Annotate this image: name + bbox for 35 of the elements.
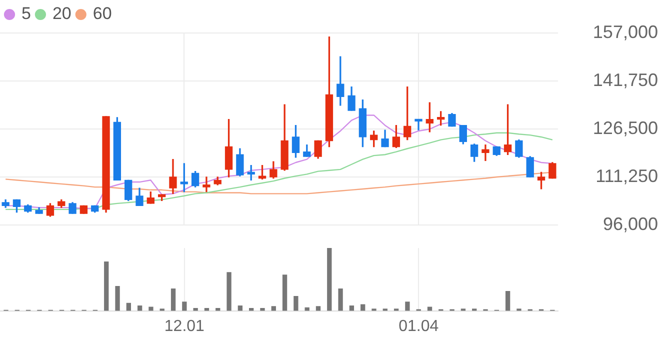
bar xyxy=(282,274,288,311)
candlestick xyxy=(482,144,490,161)
bar xyxy=(126,302,131,311)
y-tick-label: 96,000 xyxy=(602,214,658,234)
bar xyxy=(137,305,142,311)
y-tick-label: 111,250 xyxy=(596,166,658,186)
bar xyxy=(104,261,109,311)
y-tick-label: 157,000 xyxy=(592,22,658,42)
bar xyxy=(115,286,120,311)
bar xyxy=(170,288,176,311)
bar xyxy=(360,304,366,311)
bar xyxy=(260,308,265,311)
bar xyxy=(427,306,432,311)
bar xyxy=(193,308,198,311)
candlestick xyxy=(202,176,210,192)
bar xyxy=(505,291,510,311)
candlestick xyxy=(414,118,422,130)
bar xyxy=(148,306,154,311)
bar xyxy=(327,248,332,311)
x-tick-label: 01.04 xyxy=(398,318,439,335)
bar xyxy=(405,302,410,311)
x-tick-label: 12.01 xyxy=(164,318,205,335)
y-tick-label: 126,500 xyxy=(592,118,658,138)
bar xyxy=(226,272,232,311)
legend-label: 5 xyxy=(22,4,31,24)
bar xyxy=(316,306,321,311)
bar xyxy=(271,306,276,311)
bar xyxy=(238,305,243,311)
y-tick-label: 141,750 xyxy=(592,70,658,90)
bar xyxy=(182,302,187,311)
legend-label: 60 xyxy=(92,4,112,24)
legend-label: 20 xyxy=(52,4,72,24)
bar xyxy=(338,288,343,311)
bar xyxy=(294,296,298,311)
bar xyxy=(349,305,354,311)
